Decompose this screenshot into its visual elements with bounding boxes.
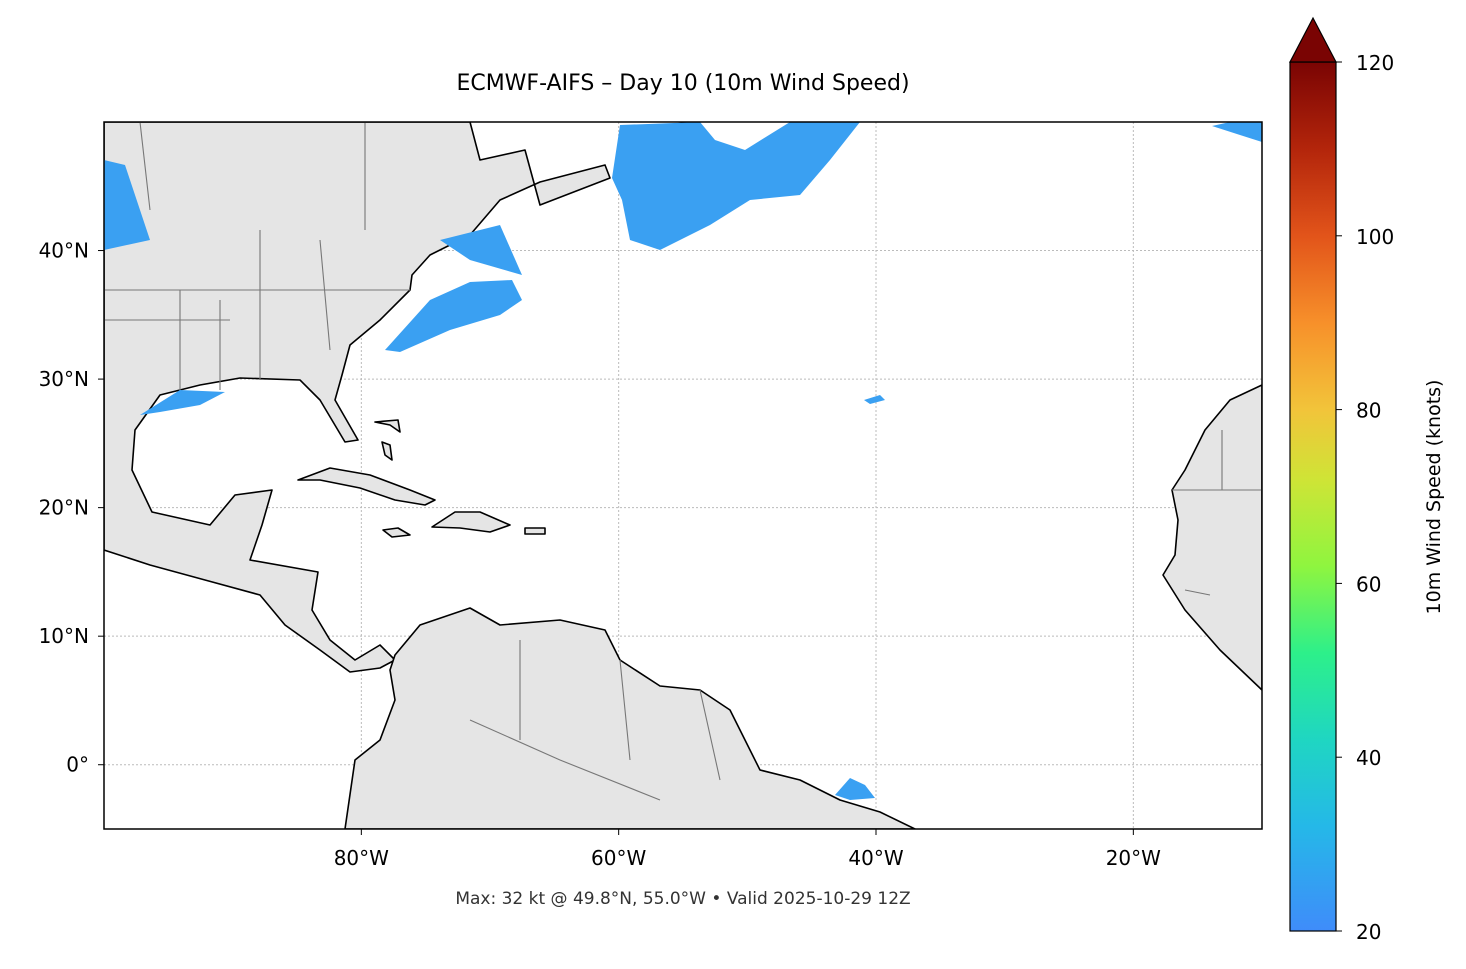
x-tick-label: 80°W [334, 846, 389, 870]
colorbar-tick-label: 100 [1356, 225, 1394, 249]
colorbar-tick-label: 20 [1356, 920, 1381, 944]
jamaica [382, 527, 411, 538]
borders [104, 122, 1262, 801]
wind-field [440, 225, 522, 275]
y-tick-label: 10°N [39, 624, 89, 648]
map-area [104, 122, 1262, 829]
y-tick-label: 0° [66, 753, 89, 777]
africa [1162, 384, 1262, 691]
colorbar-tick-label: 40 [1356, 746, 1381, 770]
puerto-rico [524, 527, 546, 535]
y-tick-label: 20°N [39, 496, 89, 520]
wind-field [140, 390, 225, 415]
y-tick-label: 30°N [39, 367, 89, 391]
wind-field [864, 395, 885, 404]
title: ECMWF-AIFS – Day 10 (10m Wind Speed) [456, 71, 909, 96]
x-tick-label: 20°W [1106, 846, 1161, 870]
x-tick-label: 60°W [591, 846, 646, 870]
footer: Max: 32 kt @ 49.8°N, 55.0°W • Valid 2025… [455, 889, 910, 909]
colorbar-tick-label: 120 [1356, 51, 1394, 75]
wind-field [1212, 122, 1262, 142]
colorbar [1289, 61, 1337, 932]
cuba [297, 467, 436, 506]
south-america [344, 607, 916, 829]
colorbar-label: 10m Wind Speed (knots) [1423, 380, 1445, 615]
colorbar-tick-label: 60 [1356, 572, 1381, 596]
colorbar-tick-label: 80 [1356, 399, 1381, 423]
wind-field [612, 122, 860, 250]
wind-field [104, 160, 150, 250]
hispaniola [431, 511, 511, 533]
axis-labels: 80°W 60°W 40°W 20°W 0° 10°N 20°N 30°N 40°N [39, 239, 1162, 870]
x-tick-label: 40°W [848, 846, 903, 870]
map-frame [103, 121, 1263, 830]
bahamas [374, 419, 401, 461]
north-america [104, 122, 611, 673]
colorbar-extension [1289, 16, 1337, 63]
y-tick-label: 40°N [39, 239, 89, 263]
wind-field [385, 280, 522, 352]
colorbar-ticks: 20 40 60 80 100 120 [1289, 16, 1394, 944]
wind-field [835, 778, 875, 800]
